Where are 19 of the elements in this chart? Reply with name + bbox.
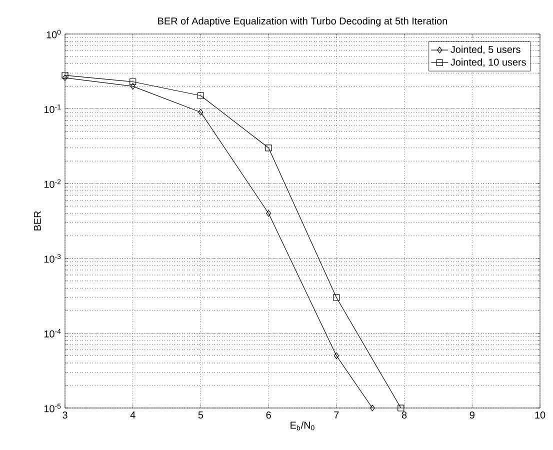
legend-label: Jointed, 5 users: [450, 46, 520, 54]
x-tick-label: 3: [62, 412, 68, 419]
y-tick-label: 10$^{-4}$: [44, 328, 61, 338]
x-tick-label: 10: [535, 412, 546, 419]
y-axis-title: BER: [34, 211, 41, 230]
x-tick-label: 7: [334, 412, 339, 418]
x-tick-label: 5: [198, 412, 204, 418]
y-tick-label: 10$^{0}$: [46, 30, 61, 38]
x-tick-label: 4: [130, 412, 136, 418]
chart-title: BER of Adaptive Equalization with Turbo Decoding at 5th Iteration: [158, 17, 447, 26]
y-tick-label: 10$^{-1}$: [44, 104, 61, 114]
y-tick-label: 10$^{-2}$: [44, 179, 61, 188]
y-tick-label: 10$^{-5}$: [44, 404, 61, 412]
y-tick-label: 10$^{-3}$: [44, 254, 61, 263]
x-axis-title: E$_{b}$/N$_{0}$: [290, 421, 314, 430]
x-tick-label: 9: [470, 412, 474, 419]
x-tick-label: 8: [402, 412, 407, 419]
x-tick-label: 6: [266, 412, 271, 419]
legend-label: Jointed, 10 users: [450, 58, 526, 67]
